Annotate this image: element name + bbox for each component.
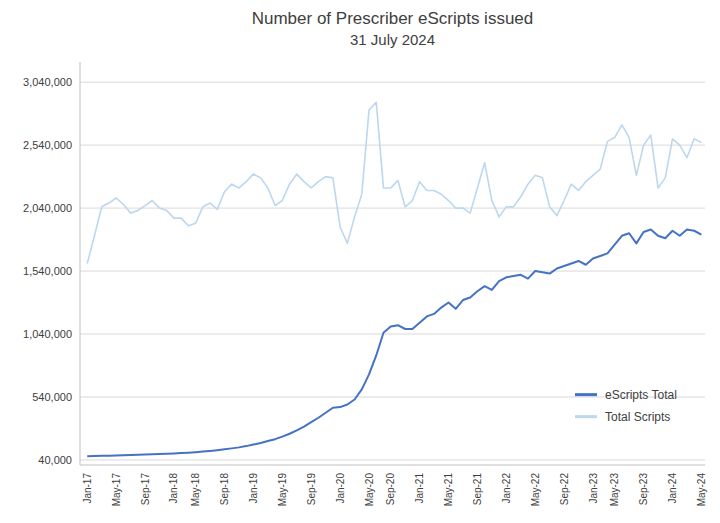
grid-line xyxy=(80,459,705,460)
y-tick-label: 1,540,000 xyxy=(23,265,72,277)
x-tick-label: Jan-17 xyxy=(82,473,93,504)
x-tick-label: Sep-17 xyxy=(140,473,151,506)
x-axis-line xyxy=(80,465,705,466)
x-tick-label: Sep-19 xyxy=(306,473,317,506)
x-tick-label: May-18 xyxy=(190,473,201,507)
y-tick-label: 40,000 xyxy=(38,454,72,466)
y-axis-line xyxy=(80,62,81,465)
legend-label: Total Scripts xyxy=(605,410,670,424)
x-tick-label: Sep-18 xyxy=(219,473,230,506)
x-tick-label: Sep-23 xyxy=(638,473,649,506)
y-tick-label: 540,000 xyxy=(32,391,72,403)
x-axis: Jan-17 May-17 Sep-17 Jan-18 May-18 Sep-18 Jan-… xyxy=(82,473,707,507)
grid-line xyxy=(80,208,705,209)
x-tick-label: Sep-20 xyxy=(385,473,396,506)
y-axis: 40,000 540,000 1,040,000 1,540,000 2,040,000… xyxy=(23,76,705,466)
x-tick-label: May-23 xyxy=(609,473,620,507)
x-tick-label: Jan-18 xyxy=(168,473,179,504)
y-tick-label: 2,040,000 xyxy=(23,202,72,214)
x-tick-label: May-21 xyxy=(443,473,454,507)
legend-swatch xyxy=(575,415,597,418)
lines xyxy=(87,102,701,456)
x-tick-label: Jan-21 xyxy=(414,473,425,504)
title: Number of Prescriber eScripts issued xyxy=(252,9,534,28)
legend-swatch xyxy=(575,393,597,396)
legend-label: eScripts Total xyxy=(605,388,677,402)
x-tick-label: May-19 xyxy=(277,473,288,507)
subtitle: 31 July 2024 xyxy=(350,31,435,48)
y-tick-label: 3,040,000 xyxy=(23,76,72,88)
grid-line xyxy=(80,82,705,83)
x-tick-label: Jan-19 xyxy=(248,473,259,504)
x-tick-label: Jan-20 xyxy=(335,473,346,504)
y-tick-label: 2,540,000 xyxy=(23,139,72,151)
x-tick-label: Jan-22 xyxy=(501,473,512,504)
x-tick-label: May-24 xyxy=(696,473,707,507)
grid-line xyxy=(80,334,705,335)
y-tick-label: 1,040,000 xyxy=(23,328,72,340)
series-line xyxy=(87,102,701,263)
grid-line xyxy=(80,145,705,146)
x-tick-label: May-22 xyxy=(530,473,541,507)
grid-line xyxy=(80,271,705,272)
x-tick-label: Jan-23 xyxy=(588,473,599,504)
x-tick-label: May-17 xyxy=(111,473,122,507)
legend: eScripts Total Total Scripts xyxy=(575,388,677,424)
series-line xyxy=(87,230,701,457)
x-tick-label: Sep-21 xyxy=(472,473,483,506)
x-tick-label: Jan-24 xyxy=(667,473,678,504)
x-tick-label: May-20 xyxy=(364,473,375,507)
x-tick-label: Sep-22 xyxy=(559,473,570,506)
chart: Number of Prescriber eScripts issued 31 J… xyxy=(0,0,720,523)
